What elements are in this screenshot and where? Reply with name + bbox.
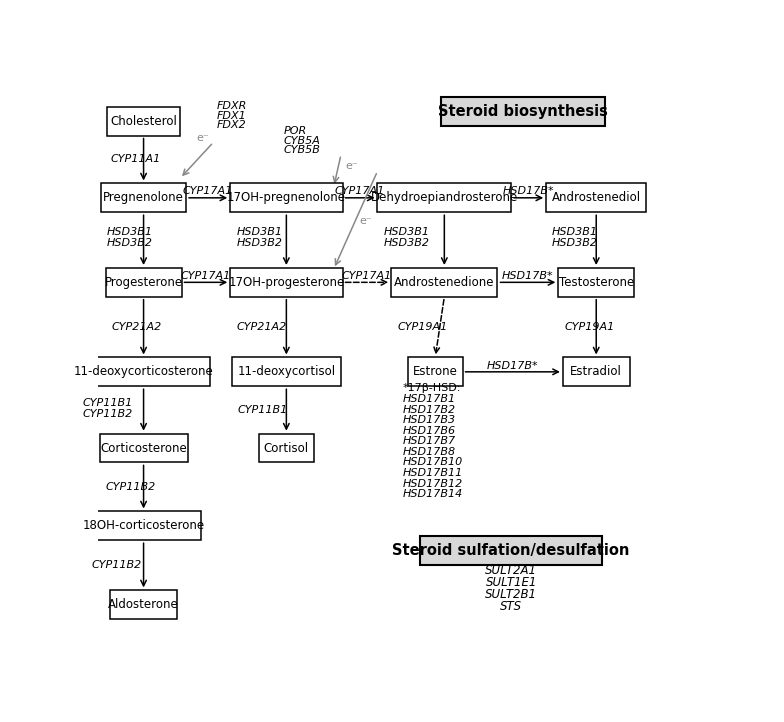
FancyBboxPatch shape	[230, 268, 343, 297]
Text: Estradiol: Estradiol	[570, 365, 622, 378]
FancyBboxPatch shape	[420, 536, 602, 565]
Text: Androstenediol: Androstenediol	[552, 191, 641, 204]
Text: HSD17B*: HSD17B*	[502, 271, 554, 281]
FancyBboxPatch shape	[377, 183, 511, 212]
Text: HSD3B1: HSD3B1	[383, 227, 430, 237]
Text: HSD17B1: HSD17B1	[403, 394, 456, 404]
Text: 17OH-pregnenolone: 17OH-pregnenolone	[227, 191, 346, 204]
Text: HSD3B2: HSD3B2	[383, 238, 430, 248]
Text: HSD3B2: HSD3B2	[107, 238, 153, 248]
Text: HSD17B*: HSD17B*	[503, 186, 554, 196]
FancyBboxPatch shape	[101, 183, 186, 212]
Text: HSD3B1: HSD3B1	[236, 227, 282, 237]
FancyBboxPatch shape	[563, 357, 630, 386]
Text: CYP17A1: CYP17A1	[181, 271, 231, 281]
Text: HSD17B14: HSD17B14	[403, 489, 463, 499]
Text: HSD17B2: HSD17B2	[403, 404, 456, 414]
Text: 17OH-progesterone: 17OH-progesterone	[228, 276, 344, 289]
Text: Cholesterol: Cholesterol	[110, 115, 177, 128]
Text: HSD3B1: HSD3B1	[552, 227, 598, 237]
Text: 18OH-corticosterone: 18OH-corticosterone	[82, 519, 205, 532]
FancyBboxPatch shape	[106, 268, 182, 297]
Text: Estrone: Estrone	[413, 365, 458, 378]
Text: CYP21A2: CYP21A2	[236, 322, 286, 332]
FancyBboxPatch shape	[230, 183, 343, 212]
Text: HSD3B2: HSD3B2	[236, 238, 282, 248]
Text: SULT2A1: SULT2A1	[485, 564, 537, 577]
Text: HSD17B12: HSD17B12	[403, 479, 463, 489]
Text: CYP17A1: CYP17A1	[183, 186, 234, 196]
Text: FDX1: FDX1	[216, 110, 246, 121]
FancyBboxPatch shape	[546, 183, 646, 212]
FancyBboxPatch shape	[558, 268, 634, 297]
Text: CYP17A1: CYP17A1	[335, 186, 385, 196]
Text: CYP11B2: CYP11B2	[106, 482, 156, 492]
Text: FDXR: FDXR	[216, 101, 247, 111]
FancyBboxPatch shape	[259, 433, 314, 463]
FancyBboxPatch shape	[391, 268, 498, 297]
FancyBboxPatch shape	[107, 107, 180, 136]
Text: e⁻: e⁻	[196, 133, 209, 143]
Text: Aldosterone: Aldosterone	[108, 599, 179, 612]
Text: CYB5A: CYB5A	[283, 136, 320, 146]
Text: CYP11B2: CYP11B2	[83, 409, 133, 419]
FancyBboxPatch shape	[77, 357, 210, 386]
Text: CYP17A1: CYP17A1	[342, 271, 392, 281]
Text: POR: POR	[283, 126, 307, 136]
Text: CYP11B1: CYP11B1	[238, 405, 288, 415]
FancyBboxPatch shape	[110, 591, 177, 619]
FancyBboxPatch shape	[232, 357, 341, 386]
FancyBboxPatch shape	[408, 357, 463, 386]
Text: HSD17B3: HSD17B3	[403, 415, 456, 425]
Text: CYP11A1: CYP11A1	[110, 154, 161, 164]
Text: e⁻: e⁻	[345, 160, 358, 170]
Text: e⁻: e⁻	[359, 216, 372, 226]
Text: HSD17B8: HSD17B8	[403, 447, 456, 457]
Text: *17β-HSD:: *17β-HSD:	[403, 383, 462, 393]
Text: CYP11B1: CYP11B1	[83, 399, 133, 408]
Text: HSD17B6: HSD17B6	[403, 426, 456, 436]
Text: 11-deoxycorticosterone: 11-deoxycorticosterone	[74, 365, 213, 378]
Text: CYP19A1: CYP19A1	[397, 322, 448, 332]
Text: FDX2: FDX2	[216, 120, 246, 130]
Text: HSD3B1: HSD3B1	[107, 227, 153, 237]
FancyBboxPatch shape	[85, 511, 201, 540]
Text: HSD17B*: HSD17B*	[487, 361, 539, 370]
Text: 11-deoxycortisol: 11-deoxycortisol	[238, 365, 336, 378]
Text: Pregnenolone: Pregnenolone	[103, 191, 184, 204]
Text: HSD17B10: HSD17B10	[403, 458, 463, 467]
FancyBboxPatch shape	[441, 97, 605, 126]
Text: Corticosterone: Corticosterone	[100, 441, 187, 455]
FancyBboxPatch shape	[100, 433, 187, 463]
Text: SULT1E1: SULT1E1	[485, 576, 537, 589]
Text: HSD17B7: HSD17B7	[403, 436, 456, 446]
Text: Testosterone: Testosterone	[559, 276, 633, 289]
Text: CYB5B: CYB5B	[283, 145, 320, 155]
Text: Progesterone: Progesterone	[104, 276, 183, 289]
Text: Steroid biosynthesis: Steroid biosynthesis	[438, 104, 608, 119]
Text: HSD17B11: HSD17B11	[403, 468, 463, 478]
Text: Cortisol: Cortisol	[263, 441, 309, 455]
Text: Androstenedione: Androstenedione	[394, 276, 495, 289]
Text: CYP21A2: CYP21A2	[111, 322, 162, 332]
Text: Dehydroepiandrosterone: Dehydroepiandrosterone	[371, 191, 518, 204]
Text: STS: STS	[500, 601, 522, 614]
Text: CYP19A1: CYP19A1	[564, 322, 615, 332]
Text: Steroid sulfation/desulfation: Steroid sulfation/desulfation	[393, 544, 630, 558]
Text: HSD3B2: HSD3B2	[552, 238, 598, 248]
Text: CYP11B2: CYP11B2	[92, 560, 142, 570]
Text: SULT2B1: SULT2B1	[485, 588, 537, 601]
